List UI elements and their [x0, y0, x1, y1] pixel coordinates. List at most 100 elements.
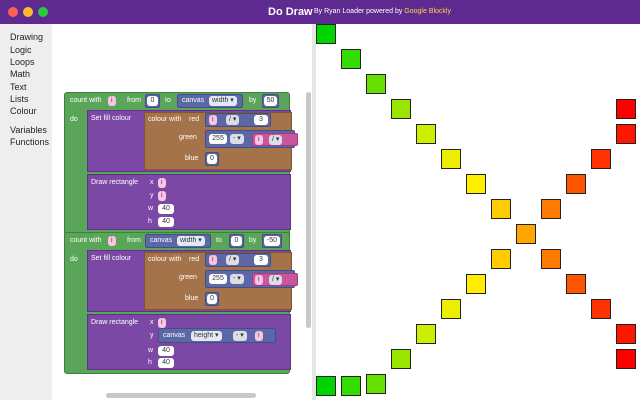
category-lists[interactable]: Lists — [10, 94, 29, 104]
x-value-variable[interactable]: i — [158, 178, 166, 188]
by-number-block[interactable]: -50 — [262, 234, 282, 248]
nested-division-block[interactable]: i / ▾ — [252, 273, 298, 286]
blue-value-field[interactable]: 0 — [207, 294, 217, 304]
loop-variable-dropdown[interactable]: i — [108, 96, 116, 106]
set-fill-colour-block-2[interactable]: Set fill colour colour with red i / ▾ 3 … — [87, 250, 298, 312]
y-value-variable[interactable]: i — [158, 191, 166, 201]
loop-variable-dropdown[interactable]: i — [108, 236, 116, 246]
w-value-field[interactable]: 40 — [158, 346, 174, 356]
category-variables[interactable]: Variables — [10, 125, 47, 135]
category-functions[interactable]: Functions — [10, 137, 50, 147]
zoom-window-button[interactable] — [38, 7, 48, 17]
operator-text: / — [272, 136, 274, 143]
canvas-square — [591, 299, 611, 319]
colour-with-block[interactable]: colour with red i / ▾ 3 green 255 - ▾ i … — [144, 252, 298, 310]
blockly-workspace[interactable]: count with i from 0 to canvas width ▾ by… — [52, 24, 312, 400]
canvas-square — [441, 299, 461, 319]
x-label: x — [150, 319, 154, 326]
canvas-square — [341, 376, 361, 396]
height-property-text: height — [194, 332, 214, 339]
operator-dropdown[interactable]: / ▾ — [269, 275, 283, 285]
x-value-variable[interactable]: i — [158, 318, 166, 328]
i-variable[interactable]: i — [209, 115, 217, 125]
close-window-button[interactable] — [8, 7, 18, 17]
from-number-block[interactable]: 0 — [145, 94, 160, 108]
pane-divider[interactable] — [312, 24, 316, 400]
minus-operator-dropdown[interactable]: - ▾ — [230, 274, 244, 284]
from-value-field[interactable]: 0 — [147, 96, 158, 106]
canvas-square — [616, 124, 636, 144]
category-logic[interactable]: Logic — [10, 45, 32, 55]
category-drawing[interactable]: Drawing — [10, 32, 44, 42]
blue-value-field[interactable]: 0 — [207, 154, 217, 164]
canvas-square — [541, 199, 561, 219]
chevron-down-icon: ▾ — [230, 97, 234, 104]
count-with-block-1[interactable]: count with i from 0 to canvas width ▾ by… — [64, 92, 298, 254]
google-blockly-link[interactable]: Google Blockly — [404, 8, 451, 15]
chevron-down-icon: ▾ — [275, 276, 280, 283]
by-number-block[interactable]: 50 — [262, 94, 279, 108]
h-value-field[interactable]: 40 — [158, 358, 174, 368]
canvas-width-block[interactable]: canvas width ▾ — [177, 94, 243, 108]
width-property-dropdown[interactable]: width ▾ — [177, 236, 205, 246]
by-value-field[interactable]: 50 — [264, 96, 277, 106]
by-label: by — [249, 237, 257, 244]
blue-number-block[interactable]: 0 — [205, 152, 219, 166]
y-label: y — [150, 192, 154, 199]
chevron-down-icon: ▾ — [232, 256, 237, 263]
canvas-width-block[interactable]: canvas width ▾ — [145, 234, 211, 248]
operator-dropdown[interactable]: / ▾ — [269, 135, 283, 145]
green-value-field[interactable]: 255 — [209, 274, 227, 284]
drawing-canvas — [316, 24, 640, 400]
draw-rectangle-label: Draw rectangle — [91, 179, 139, 186]
height-property-dropdown[interactable]: height ▾ — [191, 331, 222, 341]
category-loops[interactable]: Loops — [10, 57, 35, 67]
operator-dropdown[interactable]: / ▾ — [226, 255, 240, 265]
green-subtract-block[interactable]: 255 - ▾ i / ▾ — [205, 270, 298, 288]
colour-with-block[interactable]: colour with red i / ▾ 3 green 255 - ▾ i … — [144, 112, 298, 170]
chevron-down-icon: ▾ — [240, 332, 244, 339]
set-fill-colour-block-1[interactable]: Set fill colour colour with red i / ▾ 3 … — [87, 110, 298, 172]
red-division-block[interactable]: i / ▾ 3 — [205, 253, 271, 267]
set-fill-colour-label: Set fill colour — [91, 255, 132, 262]
chevron-down-icon: ▾ — [237, 275, 241, 282]
canvas-square — [491, 249, 511, 269]
w-value-field[interactable]: 40 — [158, 204, 174, 214]
title-bar: Do Draw By Ryan Loader powered by Google… — [0, 0, 640, 24]
nested-division-block[interactable]: i / ▾ — [252, 133, 298, 146]
i-variable[interactable]: i — [255, 135, 263, 145]
canvas-square — [316, 24, 336, 44]
workspace-horizontal-scrollbar[interactable] — [106, 393, 256, 398]
minus-operator-text: - — [233, 275, 236, 282]
to-value-field[interactable]: 0 — [231, 236, 242, 246]
category-text[interactable]: Text — [10, 82, 27, 92]
i-variable[interactable]: i — [255, 275, 263, 285]
minimize-window-button[interactable] — [23, 7, 33, 17]
minus-operator-dropdown[interactable]: - ▾ — [233, 331, 247, 341]
workspace-vertical-scrollbar[interactable] — [306, 92, 311, 328]
by-value-field[interactable]: -50 — [264, 236, 280, 246]
green-subtract-block[interactable]: 255 - ▾ i / ▾ — [205, 130, 298, 148]
h-value-field[interactable]: 40 — [158, 217, 174, 227]
red-division-block[interactable]: i / ▾ 3 — [205, 113, 271, 127]
to-number-block[interactable]: 0 — [229, 234, 244, 248]
chevron-down-icon: ▾ — [275, 136, 280, 143]
i-variable[interactable]: i — [209, 255, 217, 265]
canvas-square — [491, 199, 511, 219]
green-value-field[interactable]: 255 — [209, 134, 227, 144]
count-with-block-2[interactable]: count with i from canvas width ▾ to 0 by… — [64, 232, 298, 374]
minus-operator-dropdown[interactable]: - ▾ — [230, 134, 244, 144]
category-colour[interactable]: Colour — [10, 106, 37, 116]
red-divisor-field[interactable]: 3 — [254, 255, 268, 265]
category-math[interactable]: Math — [10, 69, 31, 79]
canvas-square — [616, 99, 636, 119]
draw-rectangle-block-1[interactable]: Draw rectangle x i y i w 40 h 40 — [87, 174, 291, 230]
blue-number-block[interactable]: 0 — [205, 292, 219, 306]
canvas-height-subtract-block[interactable]: canvas height ▾ - ▾ i — [158, 328, 276, 343]
operator-dropdown[interactable]: / ▾ — [226, 115, 240, 125]
i-variable[interactable]: i — [255, 331, 263, 341]
draw-rectangle-block-2[interactable]: Draw rectangle x i y canvas height ▾ - ▾… — [87, 314, 291, 370]
width-property-dropdown[interactable]: width ▾ — [209, 96, 237, 106]
canvas-square — [341, 49, 361, 69]
red-divisor-field[interactable]: 3 — [254, 115, 268, 125]
